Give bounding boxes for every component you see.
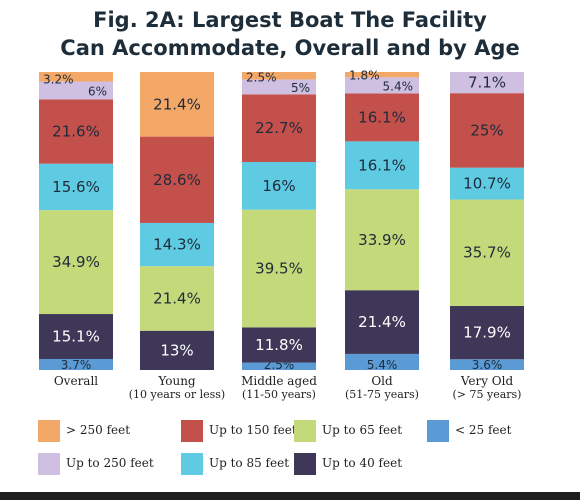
data-label: 14.3% (153, 236, 201, 254)
legend-swatch (181, 453, 203, 475)
legend-label: > 250 feet (66, 423, 131, 437)
category-label: Overall (54, 374, 98, 388)
category-sublabel: (51-75 years) (345, 388, 419, 401)
bar-segment (140, 266, 214, 331)
data-label: 17.9% (463, 324, 511, 342)
data-label: 2.5% (246, 70, 277, 84)
data-label: 7.1% (468, 74, 506, 92)
legend-swatch (181, 420, 203, 442)
bar-segment (242, 362, 316, 370)
data-label: 6% (88, 84, 107, 98)
bar-segment (39, 81, 113, 100)
data-label: 28.6% (153, 171, 201, 189)
data-label: 16% (262, 177, 295, 195)
data-label: 5.4% (383, 79, 414, 93)
bar-segment (39, 210, 113, 315)
bottom-bar (0, 492, 580, 500)
data-label: 1.8% (349, 68, 380, 82)
data-label: 21.4% (358, 313, 406, 331)
legend-swatch (294, 453, 316, 475)
bar-segment (450, 72, 524, 94)
bar-segment (39, 72, 113, 82)
data-label: 11.8% (255, 336, 303, 354)
category-label: Very Old (460, 374, 514, 388)
bar-segment (242, 161, 316, 210)
bar-segment (450, 199, 524, 306)
bar-segment (242, 79, 316, 95)
legend-swatch (38, 453, 60, 475)
data-label: 3.2% (43, 73, 74, 87)
data-label: 21.6% (52, 123, 100, 141)
bar-segment (140, 72, 214, 137)
data-label: 22.7% (255, 119, 303, 137)
bar-segment (345, 290, 419, 354)
bar-segment (450, 167, 524, 200)
chart-title-line-2: Can Accommodate, Overall and by Age (60, 36, 520, 60)
bar-segment (242, 209, 316, 328)
data-label: 21.4% (153, 289, 201, 307)
bar-segment (140, 222, 214, 267)
bar-segment (345, 189, 419, 291)
bar-segment (140, 330, 214, 370)
bar-segment (242, 94, 316, 162)
legend-label: Up to 85 feet (209, 456, 290, 470)
bar-segment (242, 327, 316, 363)
legend-label: Up to 150 feet (209, 423, 297, 437)
data-label: 10.7% (463, 175, 511, 193)
data-label: 21.4% (153, 95, 201, 113)
chart-title-line-1: Fig. 2A: Largest Boat The Facility (93, 8, 487, 32)
legend-label: Up to 40 feet (322, 456, 403, 470)
data-label: 15.1% (52, 328, 100, 346)
category-sublabel: (> 75 years) (453, 388, 522, 401)
data-label: 16.1% (358, 156, 406, 174)
bar-segment (39, 314, 113, 359)
data-label: 5.4% (367, 358, 398, 372)
legend-label: Up to 65 feet (322, 423, 403, 437)
bar-segment (345, 72, 419, 78)
data-label: 13% (160, 341, 193, 359)
bar-segment (39, 358, 113, 370)
bar-segment (345, 353, 419, 370)
bar-segment (450, 305, 524, 360)
category-label: Middle aged (241, 374, 317, 388)
legend-swatch (38, 420, 60, 442)
bar-segment (345, 77, 419, 94)
category-label: Young (157, 374, 196, 388)
bar-segment (140, 136, 214, 223)
bar-segment (450, 359, 524, 370)
data-label: 35.7% (463, 244, 511, 262)
category-sublabel: (10 years or less) (129, 388, 225, 401)
data-label: 25% (470, 121, 503, 139)
data-label: 5% (291, 81, 310, 95)
category-sublabel: (11-50 years) (242, 388, 316, 401)
data-label: 33.9% (358, 231, 406, 249)
legend-label: Up to 250 feet (66, 456, 154, 470)
category-label: Old (371, 374, 393, 388)
bar-segment (345, 93, 419, 142)
legend-swatch (294, 420, 316, 442)
data-label: 34.9% (52, 253, 100, 271)
bar-segment (345, 141, 419, 190)
legend-swatch (427, 420, 449, 442)
data-label: 3.6% (472, 358, 503, 372)
data-label: 3.7% (61, 358, 92, 372)
bar-segment (450, 93, 524, 168)
data-label: 15.6% (52, 178, 100, 196)
chart-title: Fig. 2A: Largest Boat The Facility Can A… (0, 6, 580, 62)
bar-segment (39, 99, 113, 164)
bar-segment (39, 163, 113, 211)
bar-segment (242, 72, 316, 80)
legend-label: < 25 feet (455, 423, 512, 437)
data-label: 39.5% (255, 260, 303, 278)
data-label: 16.1% (358, 108, 406, 126)
